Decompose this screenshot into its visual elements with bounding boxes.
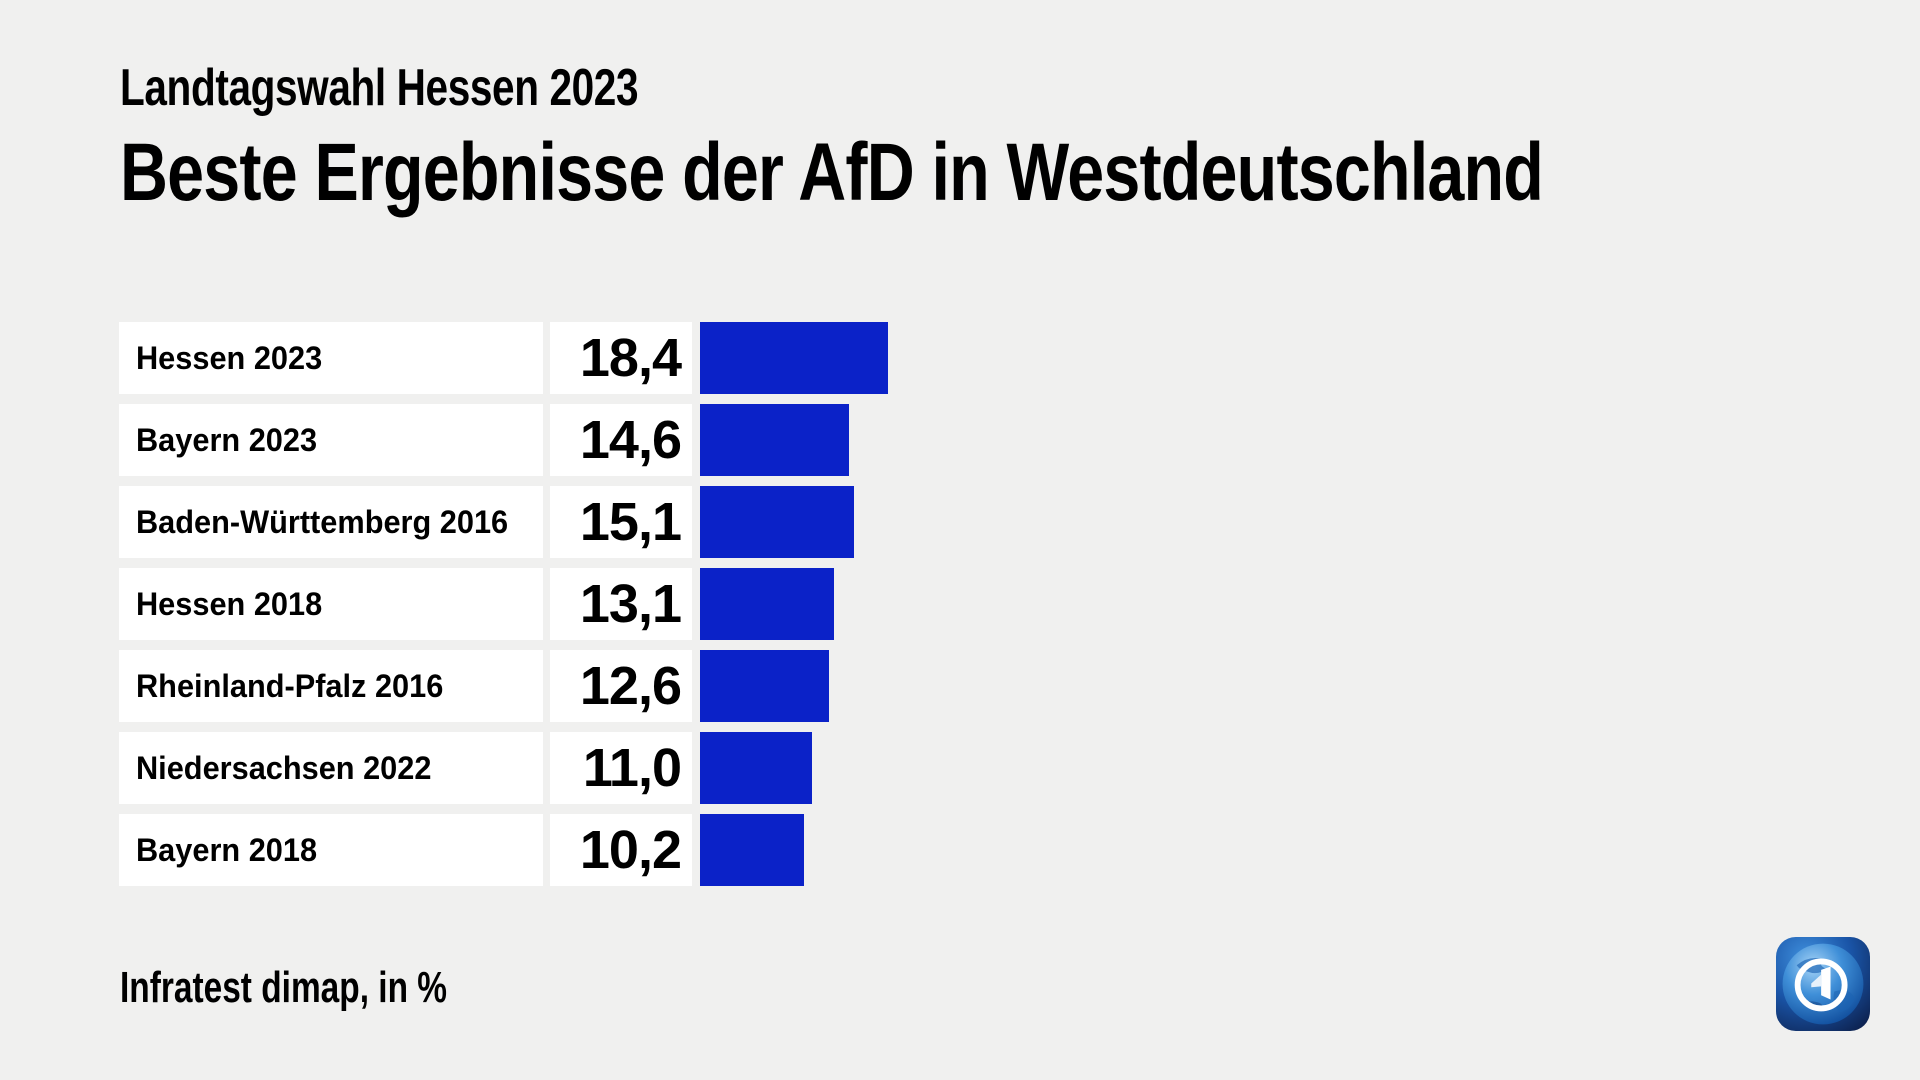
table-row: Baden-Württemberg 2016 15,1 [119,486,888,558]
row-label: Baden-Württemberg 2016 [136,503,509,540]
row-label-cell: Niedersachsen 2022 [119,732,543,804]
table-row: Bayern 2023 14,6 [119,404,888,476]
bar [700,568,834,640]
table-row: Rheinland-Pfalz 2016 12,6 [119,650,888,722]
row-label-cell: Hessen 2023 [119,322,543,394]
chart-title: Beste Ergebnisse der AfD in Westdeutschl… [120,127,1544,218]
bar [700,404,850,476]
source-note: Infratest dimap, in % [120,963,448,1012]
row-value: 11,0 [550,732,692,804]
row-value: 14,6 [550,404,692,476]
row-label: Hessen 2023 [136,339,323,376]
bar [700,814,805,886]
row-value: 15,1 [550,486,692,558]
tagesschau-logo-icon [1776,937,1870,1031]
bar [700,732,813,804]
table-row: Bayern 2018 10,2 [119,814,888,886]
row-label: Bayern 2018 [136,831,318,868]
bar [700,322,888,394]
row-value: 18,4 [550,322,692,394]
row-label-cell: Rheinland-Pfalz 2016 [119,650,543,722]
row-label: Bayern 2023 [136,421,318,458]
table-row: Niedersachsen 2022 11,0 [119,732,888,804]
row-value: 13,1 [550,568,692,640]
row-label-cell: Bayern 2018 [119,814,543,886]
bar [700,650,829,722]
bar [700,486,855,558]
row-label-cell: Bayern 2023 [119,404,543,476]
bar-rows: Hessen 2023 18,4 Bayern 2023 14,6 Baden-… [119,322,888,896]
row-label: Niedersachsen 2022 [136,749,432,786]
row-label: Rheinland-Pfalz 2016 [136,667,444,704]
table-row: Hessen 2023 18,4 [119,322,888,394]
chart-kicker: Landtagswahl Hessen 2023 [120,59,639,117]
row-value: 12,6 [550,650,692,722]
table-row: Hessen 2018 13,1 [119,568,888,640]
row-label-cell: Baden-Württemberg 2016 [119,486,543,558]
row-label-cell: Hessen 2018 [119,568,543,640]
row-label: Hessen 2018 [136,585,323,622]
row-value: 10,2 [550,814,692,886]
